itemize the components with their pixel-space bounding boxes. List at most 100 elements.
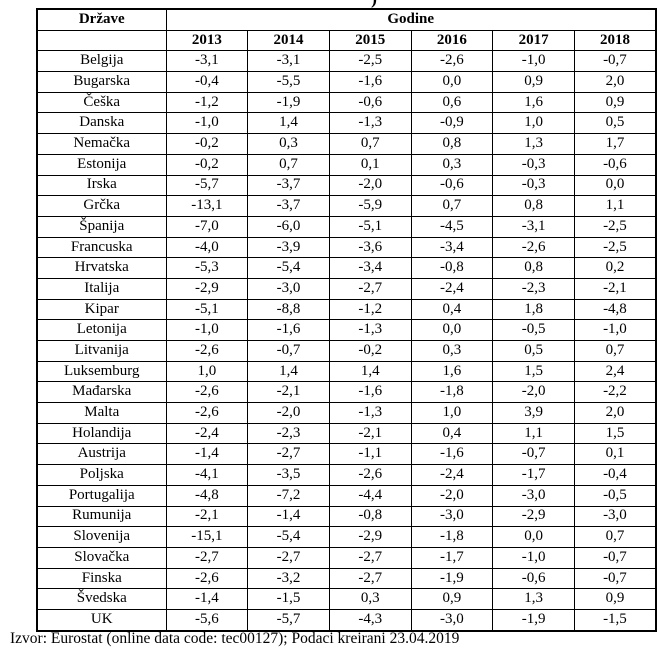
country-cell: Bugarska [36,71,167,93]
value-cell: -0,6 [328,91,412,114]
value-cell: -0,4 [573,464,657,486]
value-cell: -4,5 [410,215,494,238]
table-row: Švedska -1,4 -1,5 0,3 0,9 1,3 0,9 [36,588,657,610]
table-row: Austrija -1,4 -2,7 -1,1 -1,6 -0,7 0,1 [36,443,657,466]
value-cell: -2,5 [573,236,657,259]
value-cell: -0,6 [492,567,575,590]
table-row: Litvanija -2,6 -0,7 -0,2 0,3 0,5 0,7 [36,340,657,362]
table-row: UK -5,6 -5,7 -4,3 -3,0 -1,9 -1,5 [36,608,657,632]
value-cell: -1,1 [328,443,412,466]
value-cell: -2,5 [573,215,657,238]
value-cell: -2,0 [410,484,494,507]
value-cell: -0,2 [328,340,412,362]
table-row: Luksemburg 1,0 1,4 1,4 1,6 1,5 2,4 [36,360,657,383]
country-cell: Slovenija [36,526,167,548]
value-cell: -3,5 [247,464,330,486]
value-cell: -1,5 [573,608,657,632]
value-cell: -2,1 [247,381,330,404]
value-cell: 0,3 [247,133,330,155]
value-cell: -2,7 [247,443,330,466]
value-cell: -3,0 [410,608,494,632]
value-cell: -1,9 [492,608,575,632]
value-cell: -3,1 [247,50,330,73]
country-cell: Češka [36,91,167,114]
cropped-title-fragment: ) [362,0,386,8]
year-header-cell: 2013 [165,29,249,52]
value-cell: -2,0 [492,381,575,404]
value-cell: 1,1 [492,422,575,445]
value-cell: -3,4 [328,257,412,279]
value-cell: -2,7 [165,546,249,569]
value-cell: -1,0 [165,319,249,341]
value-cell: -4,3 [328,608,412,632]
value-cell: -8,8 [247,298,330,321]
value-cell: 0,9 [573,588,657,610]
country-cell: Slovačka [36,546,167,569]
country-cell: Kipar [36,298,167,321]
value-cell: 2,4 [573,360,657,383]
value-cell: -1,8 [410,381,494,404]
table-row: Francuska -4,0 -3,9 -3,6 -3,4 -2,6 -2,5 [36,236,657,259]
value-cell: -2,6 [328,464,412,486]
table-row: Bugarska -0,4 -5,5 -1,6 0,0 0,9 2,0 [36,71,657,93]
value-cell: -3,7 [247,174,330,197]
value-cell: 0,9 [410,588,494,610]
value-cell: -2,7 [328,567,412,590]
value-cell: -3,4 [410,236,494,259]
table-body: Belgija -3,1 -3,1 -2,5 -2,6 -1,0 -0,7 Bugarska -… [36,50,657,632]
value-cell: 0,4 [410,298,494,321]
value-cell: 0,3 [410,340,494,362]
country-cell: Hrvatska [36,257,167,279]
value-cell: 0,5 [573,112,657,135]
value-cell: 0,0 [410,71,494,93]
country-cell: Mađarska [36,381,167,404]
country-cell: Švedska [36,588,167,610]
value-cell: 0,1 [573,443,657,466]
value-cell: -4,8 [573,298,657,321]
country-cell: Portugalija [36,484,167,507]
value-cell: -1,0 [573,319,657,341]
value-cell: -0,5 [492,319,575,341]
countries-years-table: Države Godine 2013 2014 2015 2016 2017 2018 B… [36,8,657,632]
value-cell: -6,0 [247,215,330,238]
value-cell: -0,7 [247,340,330,362]
country-cell: Italija [36,277,167,300]
value-cell: 1,1 [573,195,657,217]
value-cell: 1,5 [492,360,575,383]
value-cell: 0,9 [573,91,657,114]
value-cell: -2,6 [410,50,494,73]
value-cell: 1,0 [492,112,575,135]
value-cell: -2,6 [165,402,249,424]
table-row: Letonija -1,0 -1,6 -1,3 0,0 -0,5 -1,0 [36,319,657,341]
country-cell: Finska [36,567,167,590]
value-cell: -4,8 [165,484,249,507]
value-cell: -0,8 [410,257,494,279]
table-row: Holandija -2,4 -2,3 -2,1 0,4 1,1 1,5 [36,422,657,445]
value-cell: -1,0 [165,112,249,135]
value-cell: 0,6 [410,91,494,114]
value-cell: -2,4 [410,464,494,486]
value-cell: -3,0 [247,277,330,300]
value-cell: 0,0 [492,526,575,548]
value-cell: -1,9 [410,567,494,590]
value-cell: 1,4 [247,112,330,135]
year-header-cell: 2015 [328,29,412,52]
country-cell: Rumunija [36,505,167,528]
value-cell: 0,8 [410,133,494,155]
value-cell: -3,7 [247,195,330,217]
value-cell: -2,6 [165,567,249,590]
country-cell: Belgija [36,50,167,73]
years-group-header: Godine [165,8,657,31]
value-cell: -3,1 [492,215,575,238]
value-cell: -0,3 [492,174,575,197]
value-cell: -4,1 [165,464,249,486]
value-cell: 1,7 [573,133,657,155]
value-cell: 0,2 [573,257,657,279]
cropped-title-fragment-text: ) [362,0,386,8]
value-cell: -0,5 [573,484,657,507]
value-cell: 0,7 [410,195,494,217]
table-row: Slovačka -2,7 -2,7 -2,7 -1,7 -1,0 -0,7 [36,546,657,569]
value-cell: 1,4 [328,360,412,383]
table-row: Italija -2,9 -3,0 -2,7 -2,4 -2,3 -2,1 [36,277,657,300]
country-cell: Španija [36,215,167,238]
